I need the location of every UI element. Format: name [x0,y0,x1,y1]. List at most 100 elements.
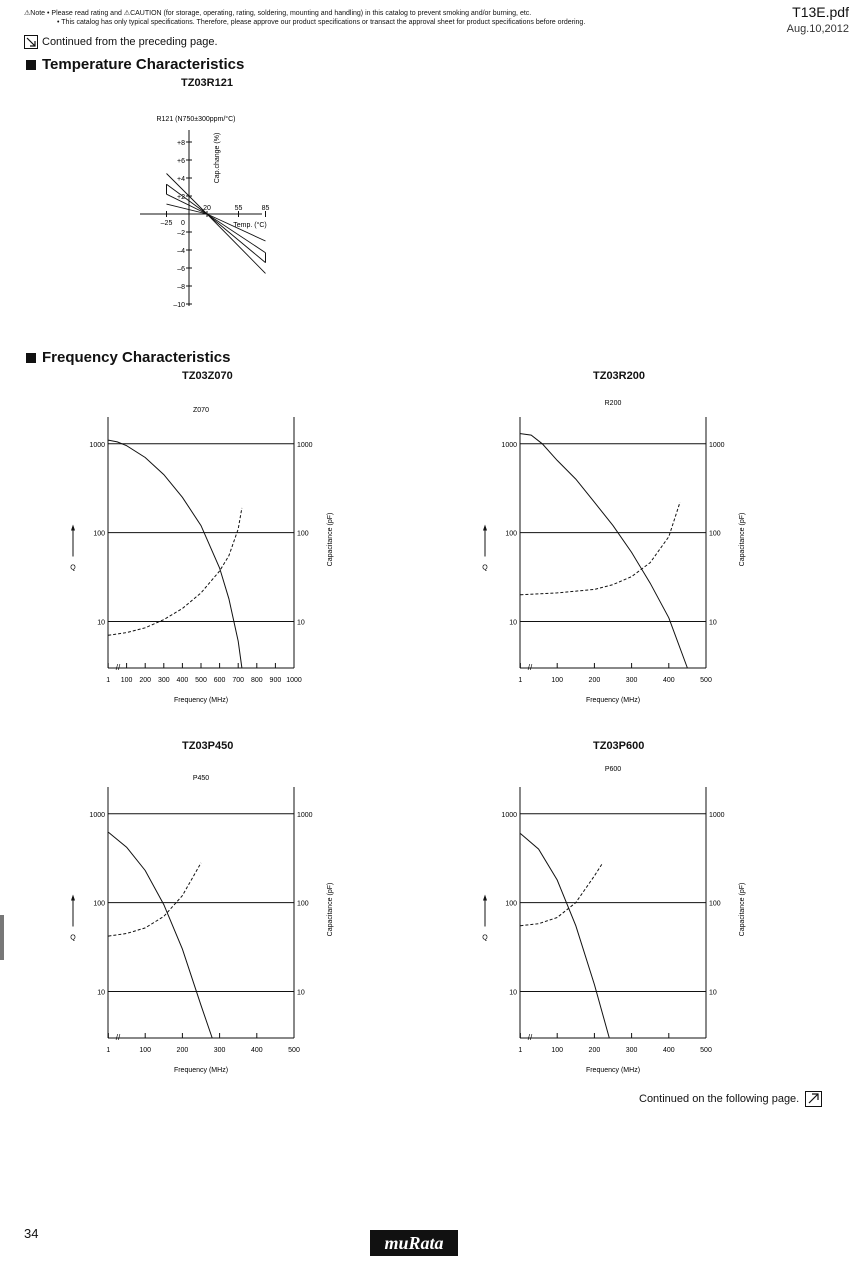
x-axis-label: Frequency (MHz) [586,1067,640,1074]
axis-break-mark: // [116,663,121,672]
y-left-tick-label: 10 [509,990,517,997]
x-tick-label: 1000 [286,677,302,684]
y-left-tick-label: 10 [97,620,105,627]
section-temperature: Temperature Characteristics [26,56,244,73]
x-tick-label: 500 [195,677,207,684]
continued-from-label: Continued from the preceding page. [42,36,218,48]
x-tick-label: 0 [181,220,185,227]
y-right-tick-label: 10 [297,990,305,997]
x-tick-label: 1 [518,1047,522,1054]
x-tick-label: 200 [177,1047,189,1054]
axis-break-mark: // [528,1033,533,1042]
y-right-tick-label: 100 [297,901,309,908]
x-tick-label: 100 [551,677,563,684]
capacitance-curve [108,507,243,636]
arrow-down-right-icon [24,35,38,49]
q-arrow-head [483,524,487,531]
chart-title-tz03z070: TZ03Z070 [182,370,233,382]
y-right-tick-label: 10 [709,990,717,997]
chart-title-tz03p600: TZ03P600 [593,740,645,752]
x-tick-label: 800 [251,677,263,684]
arrow-up-right-icon [805,1091,823,1107]
y-tick-label: +2 [177,194,185,201]
q-curve [108,439,243,669]
y-left-axis-label: Q [482,935,488,942]
y-tick-label: +6 [177,158,185,165]
x-tick-label: 20 [203,205,211,212]
x-tick-label: 200 [589,1047,601,1054]
continued-next-label: Continued on the following page. [639,1093,800,1105]
x-tick-label: 500 [700,1047,712,1054]
y-left-tick-label: 1000 [501,812,517,819]
document-date: Aug.10,2012 [786,23,849,35]
y-left-tick-label: 100 [505,901,517,908]
y-tick-label: –8 [177,284,185,291]
y-left-tick-label: 1000 [89,812,105,819]
x-tick-label: 1 [106,677,110,684]
x-tick-label: 400 [663,677,675,684]
x-tick-label: 100 [139,1047,151,1054]
x-tick-label: 100 [551,1047,563,1054]
x-tick-label: 300 [214,1047,226,1054]
x-tick-label: 200 [589,677,601,684]
y-right-tick-label: 100 [709,901,721,908]
x-axis-label: Frequency (MHz) [174,697,228,704]
y-right-tick-label: 1000 [709,812,725,819]
capacitance-curve [520,864,603,927]
capacitance-curve [520,502,681,596]
q-arrow-head [71,524,75,531]
y-left-axis-label: Q [482,565,488,572]
chart-subtitle: P450 [193,775,209,782]
chart-tz03r121: R121 (N750±300ppm/°C) –25 0 20 55 85 +8 +6 +4 +2 –… [140,115,269,309]
x-axis-label: Frequency (MHz) [586,697,640,704]
y-right-tick-label: 10 [709,620,717,627]
y-right-axis-label: Capacitance (pF) [327,513,334,567]
axis-break-mark: // [116,1033,121,1042]
y-right-tick-label: 100 [297,531,309,538]
continued-next-link[interactable]: Continued on the following page. [639,1091,823,1107]
y-right-tick-label: 1000 [297,812,313,819]
x-tick-label: 500 [700,677,712,684]
x-tick-label: 1 [518,677,522,684]
side-marker [0,915,4,960]
y-axis-label: Cap.change (%) [214,133,221,184]
chart-title-tz03r121: TZ03R121 [181,77,233,89]
y-tick-label: –10 [173,302,185,309]
section-frequency-title: Frequency Characteristics [42,349,231,366]
x-tick-label: 100 [121,677,133,684]
note-line2: • This catalog has only typical specific… [57,19,586,26]
axis-break-mark: // [528,663,533,672]
note-label: ⚠Note [24,10,46,17]
murata-logo: muRata [370,1230,458,1256]
y-left-tick-label: 10 [509,620,517,627]
chart-subtitle: Z070 [193,407,209,414]
x-tick-label: 300 [626,677,638,684]
page-number: 34 [24,1226,39,1241]
capacitance-curve [108,862,202,937]
y-left-tick-label: 10 [97,990,105,997]
y-tick-label: –2 [177,230,185,237]
chart-tz03p450: P450 10 10 100 100 1000 1000 1 100 200 300 400 500 //… [70,775,334,1074]
chart-subtitle: R121 (N750±300ppm/°C) [156,115,235,123]
bullet-square-icon [26,352,36,363]
section-frequency: Frequency Characteristics [26,349,230,366]
continued-from-link[interactable]: Continued from the preceding page. [24,35,218,49]
q-curve [520,833,610,1039]
x-tick-label: 200 [139,677,151,684]
y-left-tick-label: 100 [505,531,517,538]
x-tick-label: 85 [262,205,270,212]
x-tick-label: 500 [288,1047,300,1054]
y-tick-label: –6 [177,266,185,273]
chart-title-tz03p450: TZ03P450 [182,740,234,752]
q-curve [108,831,213,1039]
y-right-tick-label: 10 [297,620,305,627]
chart-title-tz03r200: TZ03R200 [593,370,645,382]
x-tick-label: 1 [106,1047,110,1054]
x-tick-label: 300 [158,677,170,684]
y-tick-label: +8 [177,140,185,147]
y-left-tick-label: 1000 [501,442,517,449]
y-tick-label: +4 [177,176,185,183]
y-right-tick-label: 100 [709,531,721,538]
y-left-axis-label: Q [70,935,76,942]
